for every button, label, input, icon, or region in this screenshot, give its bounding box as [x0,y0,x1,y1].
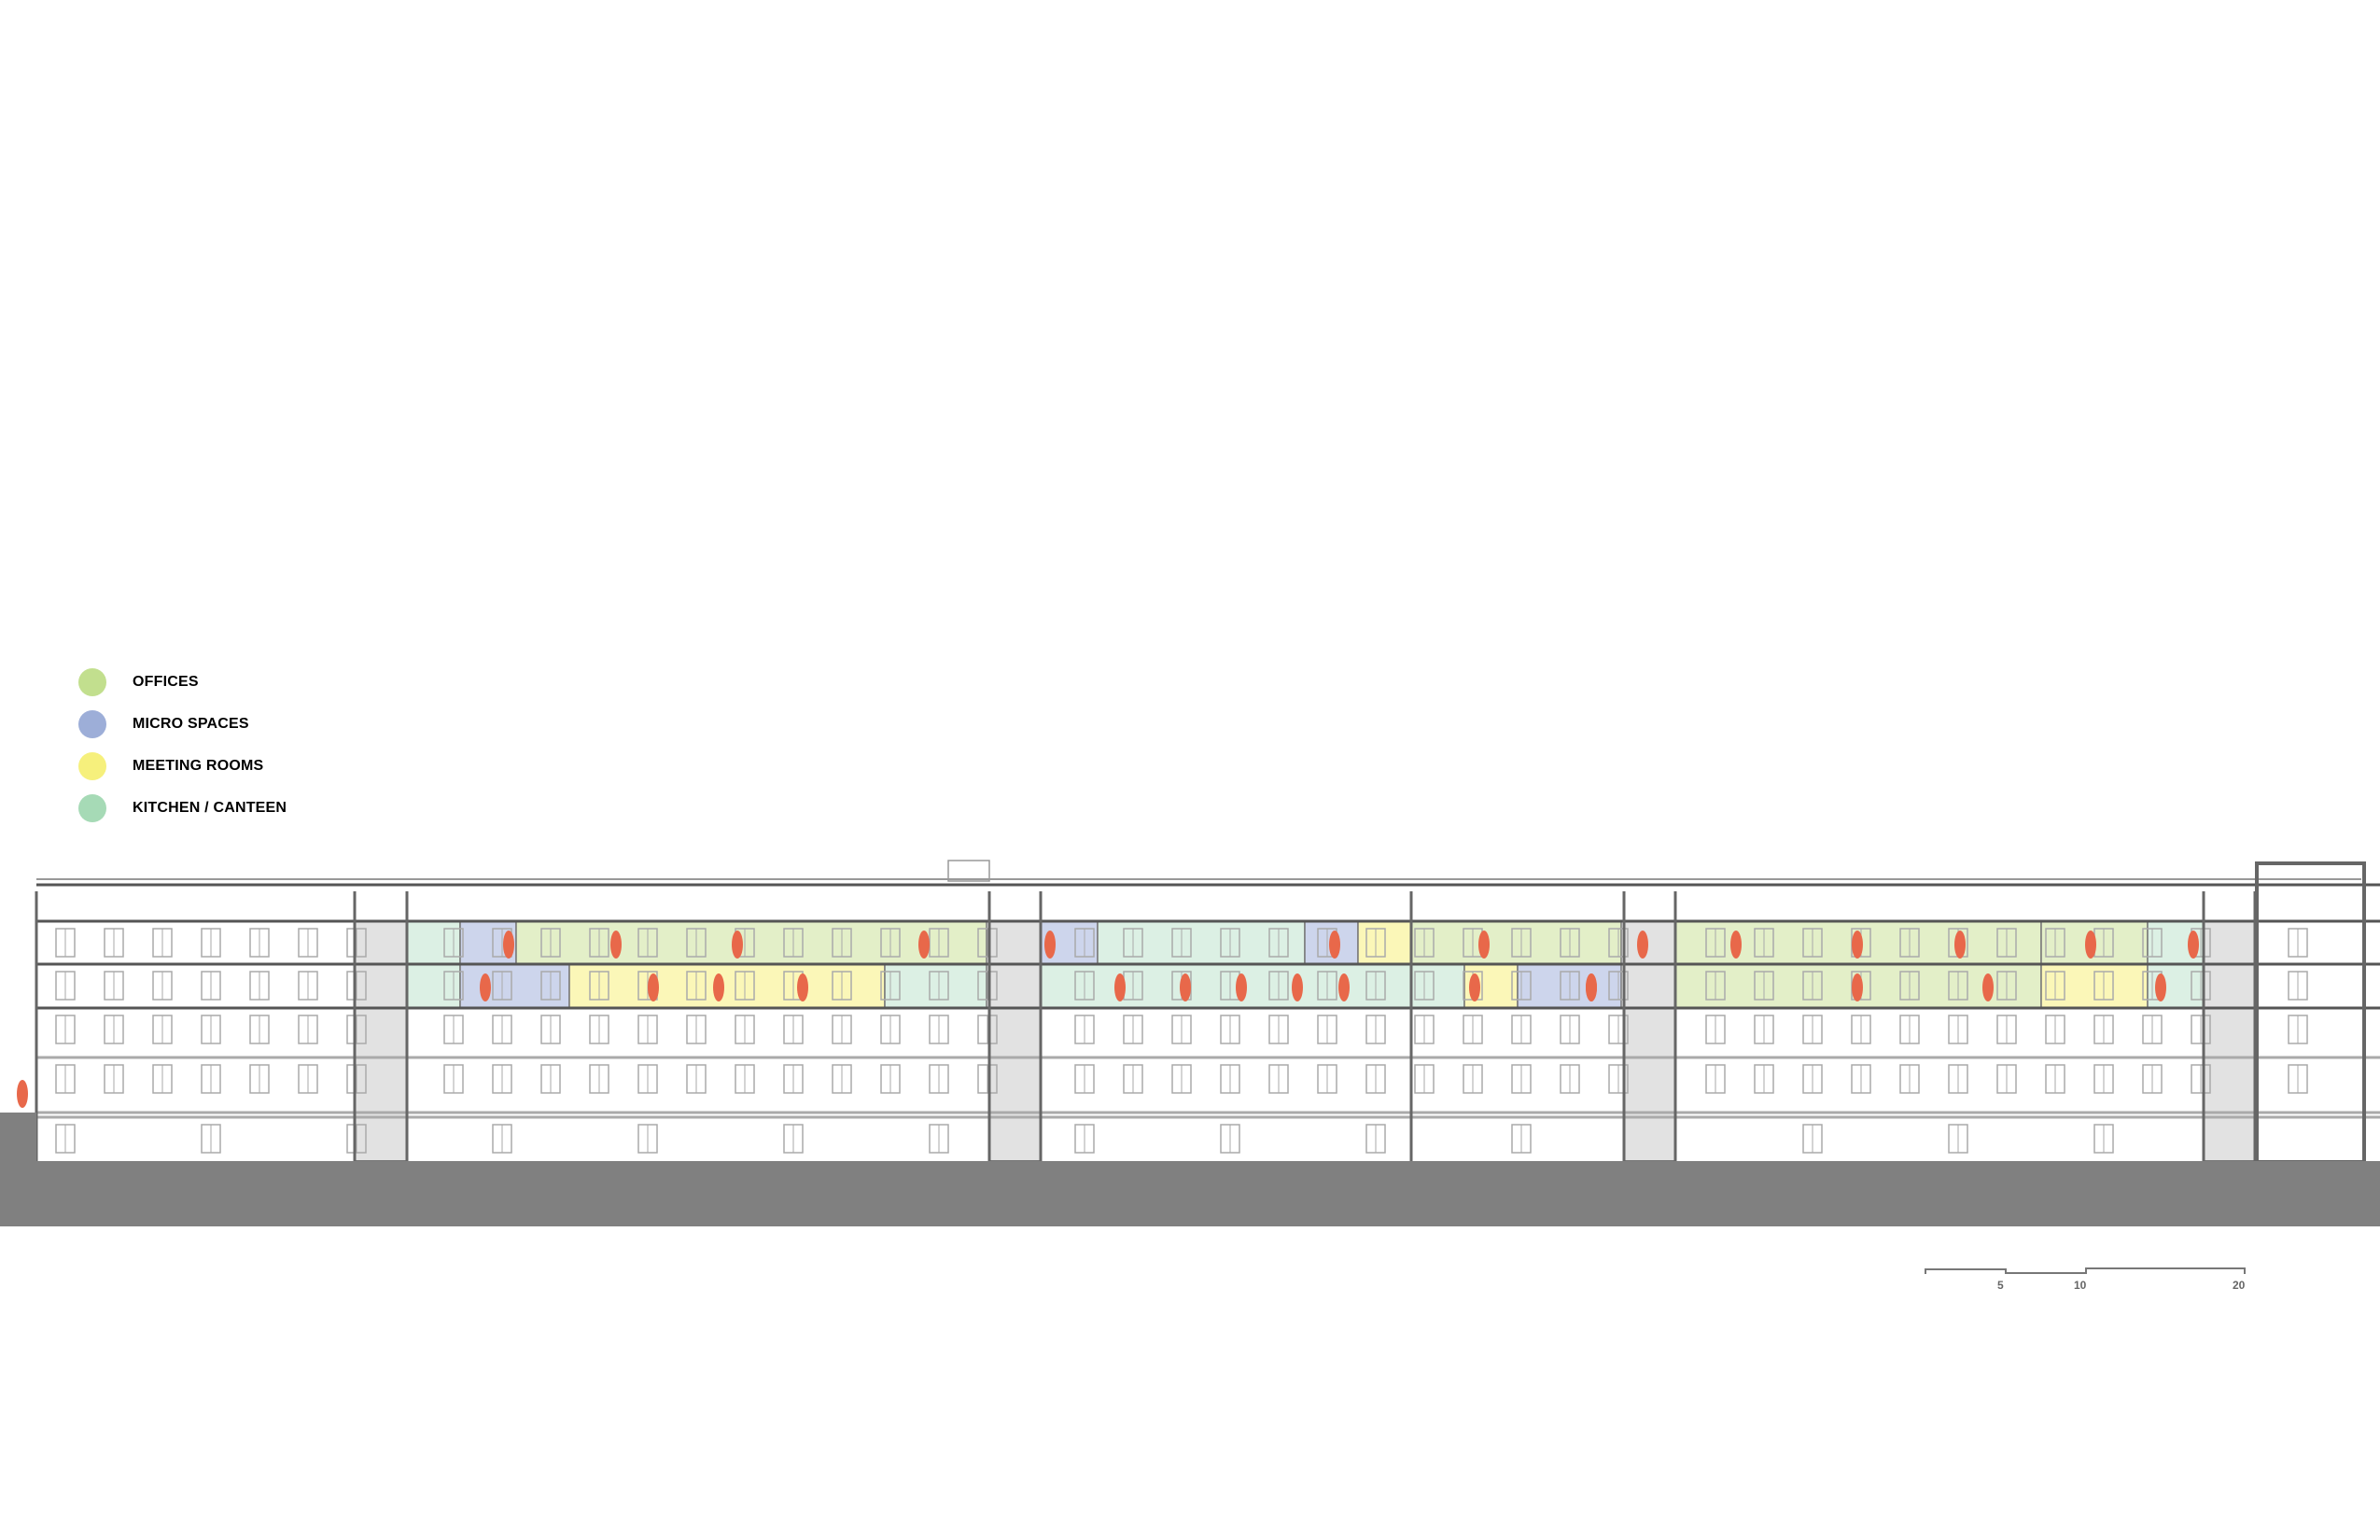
legend-item-offices: OFFICES [78,661,287,703]
kitchen-zone [884,963,987,1009]
kitchen-zone [406,920,461,965]
person-figure [1292,973,1303,1001]
roof-structure [947,860,990,882]
offices-swatch [78,667,106,696]
person-figure [480,973,491,1001]
kitchen-zone [1410,963,1465,1009]
person-figure [1338,973,1350,1001]
legend-item-kitchen-canteen: KITCHEN / CANTEEN [78,787,287,829]
person-figure [648,973,659,1001]
meeting-zone [568,963,886,1009]
person-figure [2188,931,2199,959]
legend-label: OFFICES [133,673,199,690]
person-figure [610,931,622,959]
person-figure [1852,973,1863,1001]
legend-item-micro-spaces: MICRO SPACES [78,703,287,745]
person-figure [1180,973,1191,1001]
person-figure [713,973,724,1001]
person-figure [1954,931,1966,959]
person-figure [2085,931,2096,959]
kitchen-zone [1040,963,1412,1009]
person-figure [797,973,808,1001]
person-figure [503,931,514,959]
legend-label: MEETING ROOMS [133,757,264,774]
scale-label-20: 20 [2233,1279,2246,1292]
ground-slab [0,1161,2380,1226]
scale-label-10: 10 [2074,1279,2087,1292]
person-figure [2155,973,2166,1001]
person-figure [1044,931,1056,959]
office-zone [1410,920,1622,965]
person-figure [1852,931,1863,959]
scale-bar [1925,1267,2246,1274]
micro-spaces-swatch [78,709,106,738]
scale-label-5: 5 [1997,1279,2004,1292]
kitchen-zone [406,963,461,1009]
person-figure [1478,931,1490,959]
legend-label: KITCHEN / CANTEEN [133,799,287,816]
office-zone [515,920,987,965]
legend-item-meeting-rooms: MEETING ROOMS [78,745,287,787]
person-figure [1637,931,1648,959]
micro-zone [459,963,570,1009]
person-figure [1236,973,1247,1001]
person-figure [1730,931,1742,959]
meeting-rooms-swatch [78,751,106,780]
legend-label: MICRO SPACES [133,715,249,732]
stair-core [1623,920,1676,1162]
person-figure [1982,973,1994,1001]
stair-core [354,920,408,1162]
kitchen-canteen-swatch [78,793,106,822]
kitchen-zone [1097,920,1306,965]
person-figure [732,931,743,959]
ground-slab [0,1113,36,1161]
person-figure [1114,973,1126,1001]
person-figure [1469,973,1480,1001]
person-figure [1329,931,1340,959]
person-figure [1586,973,1597,1001]
person-figure [918,931,930,959]
stair-core [2203,920,2256,1162]
legend: OFFICES MICRO SPACES MEETING ROOMS KITCH… [78,661,287,829]
person-figure [17,1080,28,1108]
